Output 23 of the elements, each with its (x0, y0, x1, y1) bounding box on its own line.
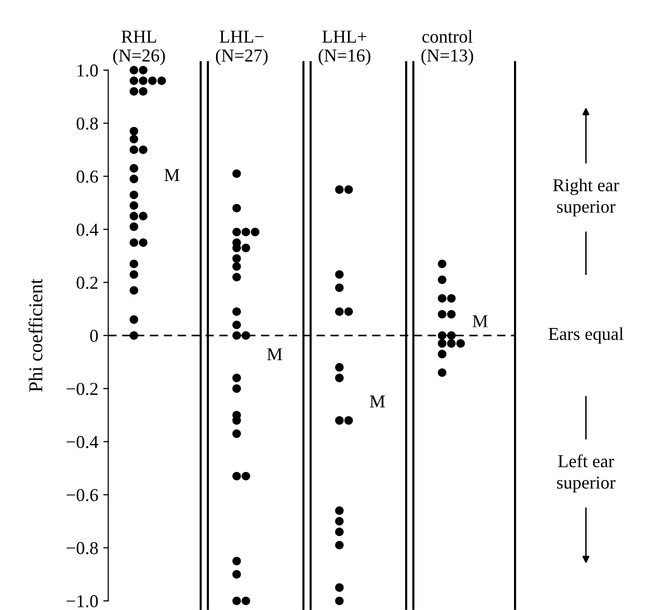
x-tick-label: LHL− (N=27) (216, 30, 268, 66)
annotation: M (267, 348, 282, 360)
x-tick-label: LHL+ (N=16) (318, 30, 370, 66)
y-tick-label: 0.4 (76, 224, 98, 236)
y-tick-label: −1.0 (66, 595, 98, 608)
y-tick-label: −0.8 (66, 542, 98, 554)
x-tick-label: control (N=13) (421, 30, 474, 66)
text: Right ear superior (553, 178, 620, 216)
y-tick-label: 1.0 (78, 64, 98, 77)
y-tick-label: 0.6 (76, 170, 98, 183)
y-tick-label: −0.6 (66, 488, 98, 502)
ref-line-label: Ears equal (548, 327, 624, 344)
y-tick-label: 0.8 (76, 117, 98, 130)
y-tick-label: −0.2 (66, 382, 98, 396)
y-tick-label: −0.4 (66, 436, 98, 448)
y-tick-label: 0.2 (76, 276, 98, 289)
annotation: M (472, 315, 488, 328)
text: Left ear superior (557, 454, 616, 492)
y-tick-label: 0 (90, 330, 98, 342)
annotation: M (164, 169, 180, 181)
y-axis-title: Phi coefficient (28, 278, 42, 392)
annotation: M (370, 396, 385, 408)
x-tick-label: RHL (N=26) (113, 30, 165, 66)
